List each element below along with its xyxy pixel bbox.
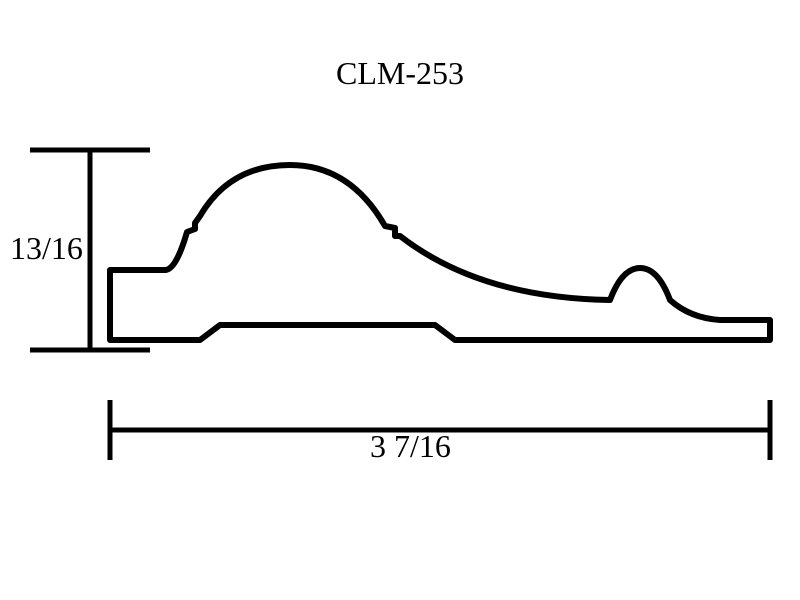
molding-profile — [110, 165, 770, 340]
height-dimension-lines — [30, 150, 150, 350]
drawing-canvas — [0, 0, 800, 600]
width-dimension-lines — [110, 400, 770, 460]
